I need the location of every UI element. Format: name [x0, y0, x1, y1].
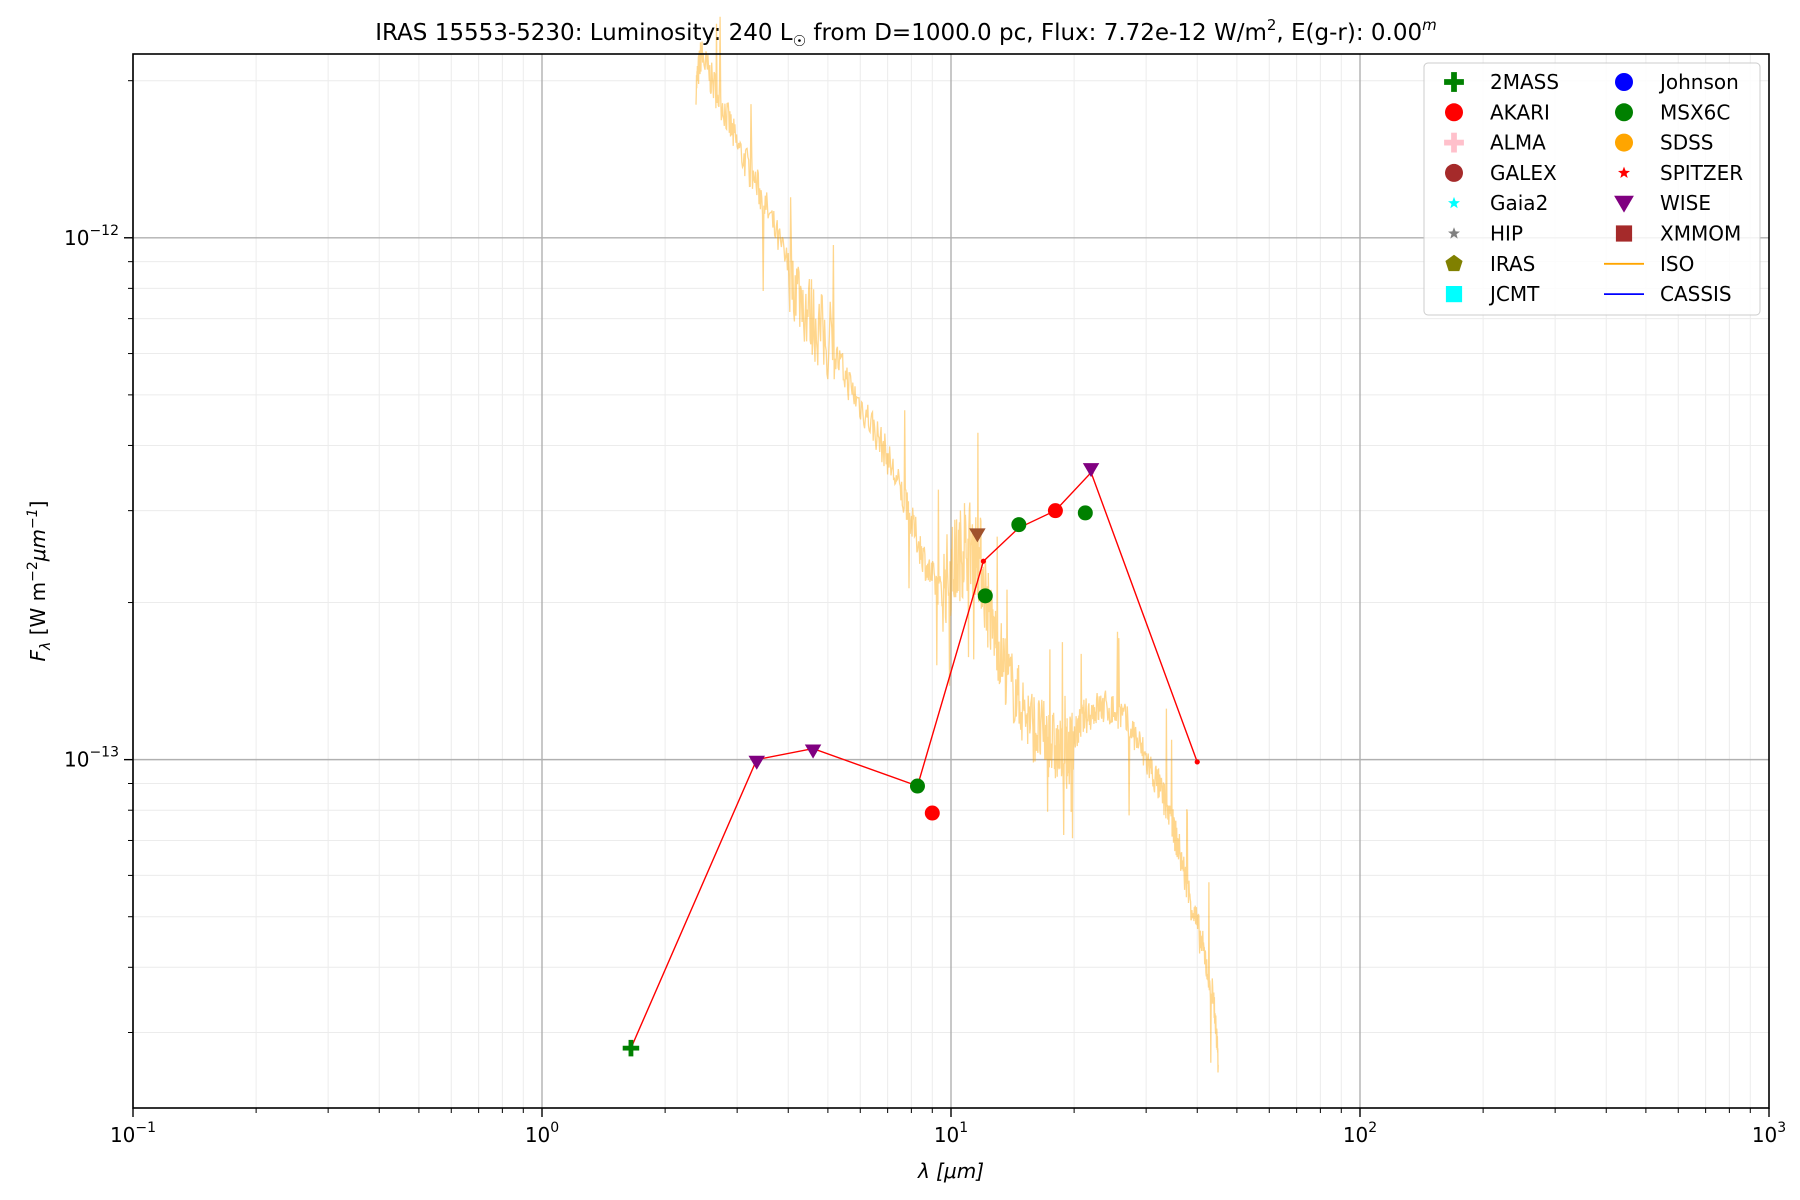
data-point-akari [1047, 503, 1063, 519]
data-point-akari [924, 805, 940, 821]
legend-entry: IRAS [1445, 252, 1535, 276]
legend-marker-msx6c [1615, 103, 1633, 122]
x-tick-label: 101 [934, 1120, 968, 1147]
x-tick-label: 10−1 [110, 1120, 156, 1147]
legend-marker-galex [1445, 163, 1463, 182]
y-axis-label: Fλ [W m−2μm−1] [25, 501, 54, 662]
legend-label: MSX6C [1660, 100, 1730, 124]
legend-entry: MSX6C [1615, 100, 1730, 124]
legend-marker-sdss [1615, 133, 1633, 152]
x-axis-label: λ [μm] [917, 1159, 984, 1183]
legend-label: JCMT [1488, 282, 1540, 306]
x-tick-label: 100 [525, 1120, 559, 1147]
data-point-wise [804, 744, 822, 759]
legend-label: XMMOM [1660, 222, 1741, 246]
y-tick-label: 10−12 [64, 223, 119, 250]
legend-entry: CASSIS [1604, 282, 1732, 306]
axis-ticks: 10−1 100 101 102 103 10−13 10−12 [64, 80, 1786, 1147]
legend-label: Johnson [1658, 70, 1739, 94]
legend-entry: AKARI [1445, 100, 1550, 124]
legend-entry: WISE [1614, 191, 1711, 215]
legend-label: 2MASS [1490, 70, 1559, 94]
legend-marker-hip [1448, 227, 1460, 239]
photometry-points-layer [622, 463, 1100, 1057]
legend-label: GALEX [1490, 161, 1557, 185]
legend-label: HIP [1490, 222, 1523, 246]
legend-entry: Gaia2 [1448, 191, 1548, 215]
chart-title: IRAS 15553-5230: Luminosity: 240 L☉ from… [375, 16, 1437, 50]
data-point-msx6c [1011, 517, 1027, 533]
x-tick-label: 102 [1343, 1120, 1377, 1147]
legend-entry: ISO [1604, 252, 1694, 276]
legend-label: AKARI [1490, 100, 1550, 124]
legend-entry: ALMA [1444, 131, 1546, 155]
legend-marker-2mass [1444, 72, 1464, 92]
iso-spectrum-layer [695, 16, 1219, 1073]
legend-label: Gaia2 [1490, 191, 1548, 215]
sed-line-vertex [1194, 759, 1200, 765]
legend-entry: JCMT [1445, 282, 1540, 306]
legend-marker-gaia2 [1448, 196, 1460, 209]
legend-entry: GALEX [1445, 161, 1557, 185]
legend-marker-alma [1444, 132, 1464, 153]
legend-marker-akari [1445, 103, 1463, 122]
legend-marker-jcmt [1445, 286, 1463, 303]
legend-label: ALMA [1490, 131, 1546, 155]
x-tick-label: 103 [1752, 1120, 1786, 1147]
iso-spectrum-line [695, 16, 1219, 1073]
legend-label: SDSS [1660, 131, 1714, 155]
legend-entry: XMMOM [1615, 222, 1741, 246]
legend-label: SPITZER [1660, 161, 1743, 185]
legend-entry: HIP [1448, 222, 1523, 246]
data-point-wise [1082, 463, 1100, 478]
legend-label: WISE [1660, 191, 1711, 215]
legend-marker-spitzer [1618, 166, 1630, 178]
legend-marker-iras [1445, 254, 1463, 272]
legend-entry: 2MASS [1444, 70, 1559, 94]
legend-entry: SDSS [1615, 131, 1714, 155]
legend-box [1423, 62, 1761, 316]
legend-entry: Johnson [1615, 70, 1739, 94]
legend-entry: SPITZER [1618, 161, 1743, 185]
data-point-msx6c [909, 778, 925, 794]
legend-marker-johnson [1615, 73, 1633, 91]
legend-label: IRAS [1490, 252, 1535, 276]
legend-marker-wise [1614, 195, 1634, 213]
data-point-wise [748, 755, 765, 770]
legend-marker-xmmom [1615, 225, 1633, 242]
y-tick-label: 10−13 [64, 745, 119, 772]
data-point-msx6c [977, 588, 993, 604]
data-point-msx6c [1077, 505, 1093, 521]
data-point-iras [969, 528, 986, 543]
legend-label: ISO [1660, 252, 1694, 276]
data-point-2mass [622, 1039, 640, 1057]
legend-label: CASSIS [1660, 282, 1732, 306]
legend: 2MASS Johnson AKARI MSX6C ALMA SDSS GALEX SPITZ… [1423, 62, 1761, 316]
sed-line-vertex [980, 558, 986, 564]
